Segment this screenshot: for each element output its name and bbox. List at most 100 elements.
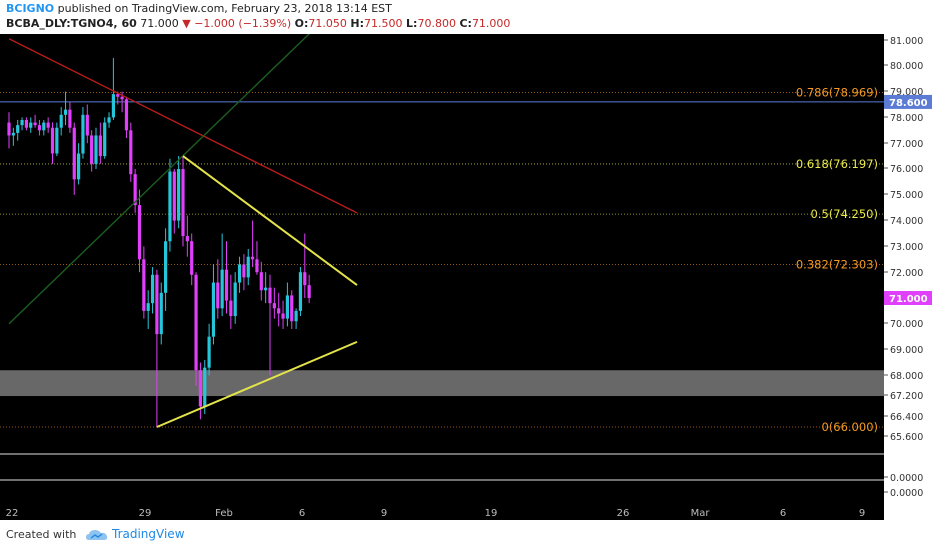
high-value: 71.500 [364, 17, 403, 30]
axis-tag-1: 71.000 [889, 294, 928, 305]
candle [50, 122, 55, 164]
candle [233, 272, 237, 324]
candle-body [133, 174, 137, 206]
candle [207, 323, 211, 376]
candle [216, 259, 220, 319]
candle-body [242, 264, 246, 278]
candle-body [124, 99, 129, 131]
candle [177, 156, 181, 229]
price-tick-label: 81.000 [890, 36, 923, 47]
candle-body [207, 336, 211, 368]
candle-body [264, 287, 268, 291]
candle-body [268, 287, 272, 304]
fib-label-4: 0(66.000) [821, 420, 878, 434]
price-tick-label: 72.000 [890, 268, 923, 279]
red-downtrend-line [8, 38, 358, 214]
candle-body [237, 264, 242, 283]
candle-body [137, 205, 142, 260]
price-tick-label: 74.000 [890, 216, 923, 227]
price-tick-label: 65.600 [890, 432, 923, 443]
chart-header: BCIGNO published on TradingView.com, Feb… [0, 0, 932, 34]
candle-body [129, 130, 133, 175]
time-tick-label: 6 [780, 508, 786, 519]
publish-info: published on TradingView.com, February 2… [57, 2, 392, 15]
candle-body [277, 308, 281, 314]
candle [211, 264, 216, 345]
green-uptrend-line [8, 34, 311, 325]
candle-body [116, 94, 120, 97]
candle [7, 112, 11, 149]
low-value: 70.800 [417, 17, 456, 30]
candle-body [72, 127, 76, 180]
candle [224, 241, 229, 314]
candle-body [298, 272, 303, 311]
candle [94, 127, 98, 169]
axis-tag-bg-1 [884, 291, 932, 305]
symbol-name: BCBA_DLY:TGNO4, 60 [6, 17, 137, 30]
candle-body [303, 272, 307, 286]
publish-line: BCIGNO published on TradingView.com, Feb… [6, 2, 392, 16]
time-tick-label: 6 [299, 508, 305, 519]
time-tick-label: 19 [485, 508, 498, 519]
candle-body [185, 236, 189, 242]
candle [107, 112, 111, 128]
candle [290, 290, 294, 329]
candle-body [181, 169, 185, 237]
last-price: 71.000 [140, 17, 179, 30]
candle-body [285, 295, 289, 319]
candle-body [255, 259, 259, 273]
high-label: H: [350, 17, 365, 30]
candle-body [63, 109, 68, 115]
price-tick-label: 75.000 [890, 190, 923, 201]
support-zone [0, 370, 884, 397]
time-tick-label: 22 [6, 508, 19, 519]
fib-label-0: 0.786(78.969) [796, 85, 878, 99]
candle [16, 119, 20, 141]
candle [137, 189, 142, 273]
time-axis-strip [0, 505, 884, 520]
candle [307, 274, 311, 304]
author-link[interactable]: BCIGNO [6, 2, 55, 15]
candle-body [224, 269, 229, 301]
tradingview-brand[interactable]: TradingView [112, 527, 185, 541]
close-value: 71.000 [471, 17, 511, 30]
price-tick-label: 69.000 [890, 345, 923, 356]
tradingview-cloud-icon [86, 530, 108, 540]
candle-body [194, 274, 198, 371]
candle [303, 233, 307, 298]
candle [272, 287, 276, 319]
price-tick-label: 67.200 [890, 391, 923, 402]
candle [68, 101, 72, 133]
candle [164, 228, 168, 311]
candle-body [155, 274, 159, 335]
candle [24, 117, 28, 131]
candle-body [20, 119, 24, 126]
candle-body [103, 122, 107, 157]
price-change: −1.000 (−1.39%) [194, 17, 292, 30]
candle [133, 169, 137, 213]
price-chart[interactable]: 0.786(78.969) 0.618(76.197) 0.5(74.250) 0.3… [0, 34, 932, 520]
candle [277, 292, 281, 327]
candle-body [85, 114, 89, 136]
candle [251, 220, 255, 268]
created-with-text: Created with [6, 528, 77, 541]
candle-body [220, 269, 224, 309]
candle-body [94, 135, 98, 164]
candle-body [294, 310, 298, 322]
low-label: L: [406, 17, 418, 30]
triangle-upper-line [182, 155, 358, 286]
candle-body [68, 109, 72, 128]
candle [55, 122, 59, 157]
candle [111, 58, 115, 120]
candle [285, 282, 289, 327]
candle [194, 272, 198, 386]
candle [259, 261, 263, 301]
price-tick-label: 79.000 [890, 87, 923, 98]
candle-body [177, 169, 181, 221]
candle [150, 267, 155, 314]
candle-body [107, 117, 111, 123]
candle-body [90, 135, 94, 164]
candle-body [159, 292, 163, 335]
candle-body [172, 171, 176, 221]
candle [229, 274, 233, 329]
